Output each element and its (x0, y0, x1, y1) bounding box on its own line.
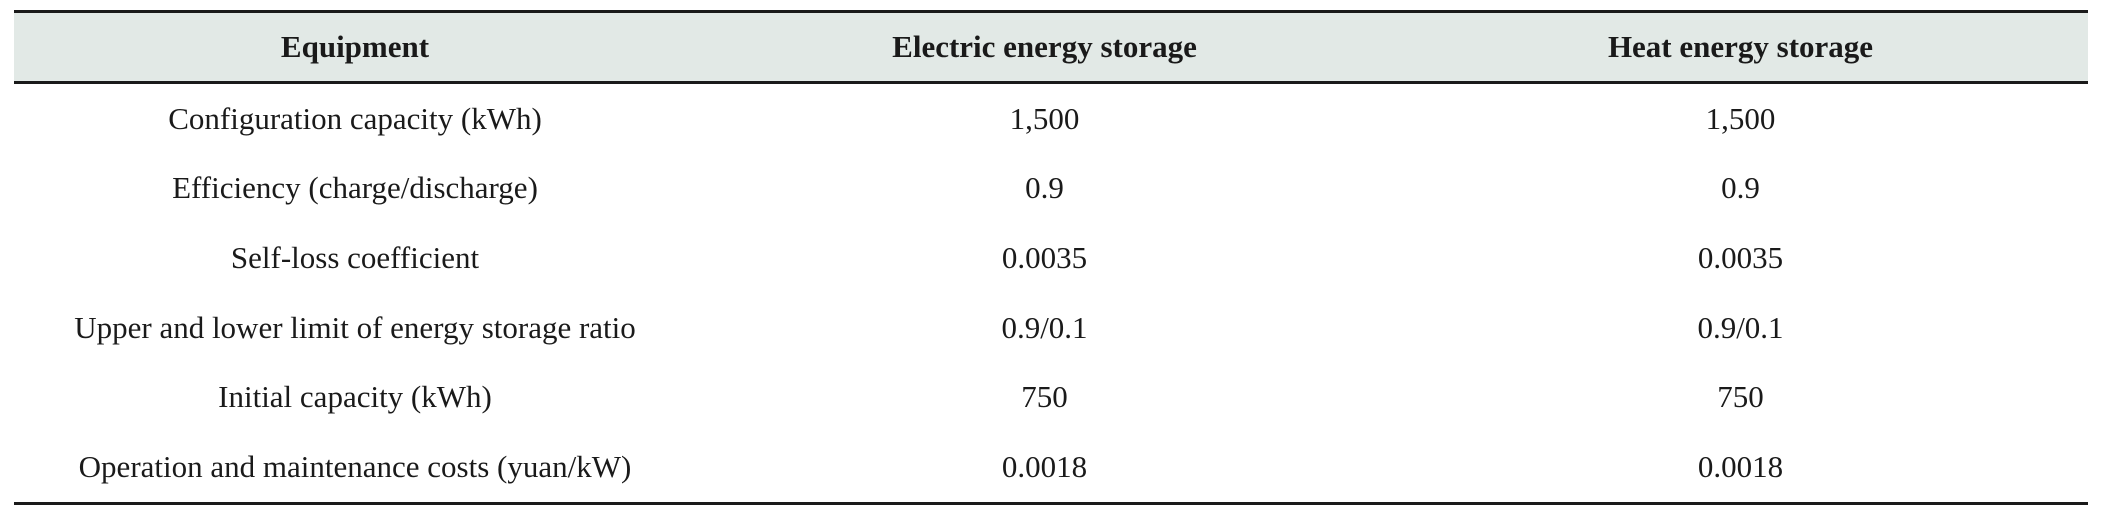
electric-value: 750 (1021, 379, 1068, 415)
electric-value: 0.9 (1025, 170, 1064, 206)
table-header: Equipment Electric energy storage Heat e… (14, 10, 2088, 84)
data-table-container: Equipment Electric energy storage Heat e… (14, 10, 2088, 505)
heat-value: 1,500 (1705, 100, 1776, 136)
table-row: Self-loss coefficient 0.0035 0.0035 (14, 223, 2088, 293)
electric-value: 1,500 (1009, 100, 1080, 136)
table-body: Configuration capacity (kWh) 1,500 1,500… (14, 83, 2088, 505)
table-row: Efficiency (charge/discharge) 0.9 0.9 (14, 154, 2088, 224)
header-equipment: Equipment (14, 10, 696, 84)
header-row: Equipment Electric energy storage Heat e… (14, 10, 2088, 84)
heat-value: 750 (1717, 379, 1764, 415)
heat-value: 0.9/0.1 (1697, 309, 1784, 345)
table-row: Upper and lower limit of energy storage … (14, 293, 2088, 363)
header-heat-energy-storage: Heat energy storage (1393, 10, 2088, 84)
heat-value: 0.0035 (1697, 239, 1784, 275)
row-label: Operation and maintenance costs (yuan/kW… (14, 431, 696, 505)
row-label: Initial capacity (kWh) (218, 379, 492, 415)
heat-value: 0.0018 (1393, 431, 2088, 505)
table-row: Operation and maintenance costs (yuan/kW… (14, 431, 2088, 505)
storage-parameters-table: Equipment Electric energy storage Heat e… (14, 10, 2088, 505)
row-label: Upper and lower limit of energy storage … (74, 309, 636, 345)
electric-value: 0.9/0.1 (1001, 309, 1088, 345)
row-label: Efficiency (charge/discharge) (172, 170, 538, 206)
electric-value: 0.0018 (696, 431, 1393, 505)
header-electric-energy-storage: Electric energy storage (696, 10, 1393, 84)
table-row: Configuration capacity (kWh) 1,500 1,500 (14, 83, 2088, 154)
table-row: Initial capacity (kWh) 750 750 (14, 362, 2088, 432)
electric-value: 0.0035 (1001, 239, 1088, 275)
row-label: Configuration capacity (kWh) (168, 100, 542, 136)
row-label: Self-loss coefficient (230, 239, 480, 275)
heat-value: 0.9 (1721, 170, 1760, 206)
